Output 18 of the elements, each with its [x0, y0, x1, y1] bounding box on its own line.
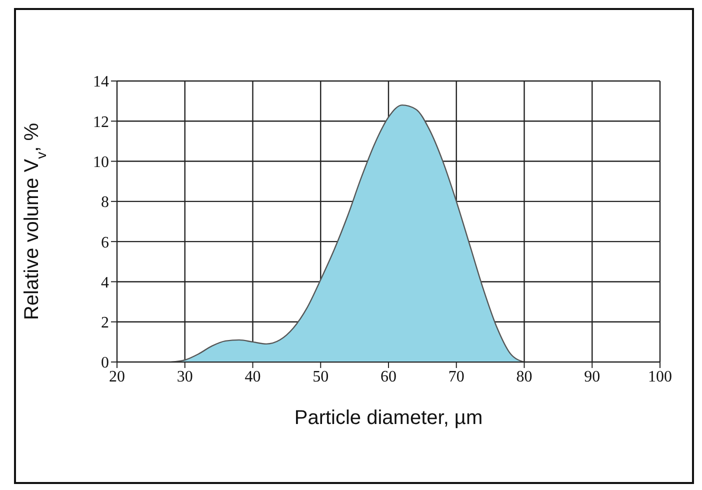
x-tick-label: 60	[380, 368, 396, 386]
y-tick-label: 4	[101, 274, 109, 292]
x-tick-label: 20	[109, 368, 125, 386]
x-tick-label: 80	[516, 368, 532, 386]
x-axis-title: Particle diameter, µm	[294, 407, 483, 429]
y-tick-label: 0	[101, 354, 109, 372]
y-tick-label: 2	[101, 314, 109, 332]
x-tick-label: 100	[648, 368, 672, 386]
y-tick-label: 10	[93, 154, 109, 171]
x-tick-label: 50	[312, 368, 329, 386]
y-tick-label: 12	[93, 114, 109, 131]
x-tick-label: 70	[448, 368, 464, 386]
x-tick-label: 40	[244, 368, 261, 386]
y-tick-label: 8	[101, 194, 109, 212]
x-tick-label: 30	[176, 368, 193, 386]
x-tick-label: 90	[584, 368, 600, 386]
y-tick-label: 14	[93, 74, 109, 91]
y-tick-label: 6	[101, 234, 109, 252]
